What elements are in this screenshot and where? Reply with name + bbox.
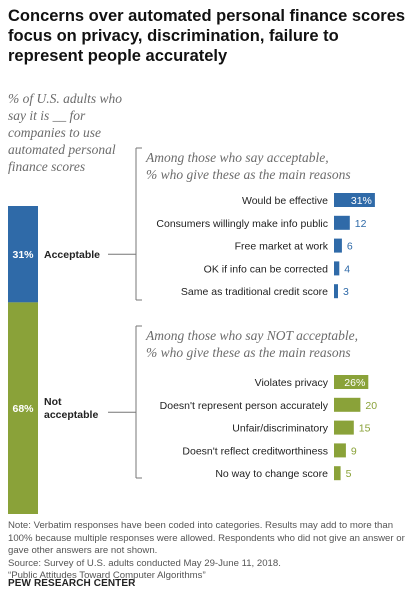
- chart-subtitle: % of U.S. adults who say it is __ for co…: [8, 91, 123, 174]
- bar: [334, 466, 341, 481]
- source-text: Source: Survey of U.S. adults conducted …: [8, 557, 281, 569]
- bar-category-label: No way to change score: [215, 468, 328, 480]
- bar-category-label: Same as traditional credit score: [181, 286, 328, 298]
- bar-value-label: 20: [365, 400, 377, 412]
- bar: [334, 397, 361, 412]
- bar-value-label: 6: [347, 241, 353, 253]
- bar-value-label: 12: [355, 218, 367, 230]
- stack-category-label: Acceptable: [44, 249, 100, 261]
- bar-category-label: Would be effective: [242, 195, 328, 207]
- bar-category-label: OK if info can be corrected: [204, 263, 328, 275]
- group-title: Among those who say acceptable,: [145, 150, 329, 165]
- group-title: % who give these as the main reasons: [146, 167, 351, 182]
- chart-notes: Note: Verbatim responses have been coded…: [8, 520, 413, 583]
- bar-value-label: 4: [344, 263, 350, 275]
- bar: [334, 238, 342, 253]
- bar-value-label: 3: [343, 286, 349, 298]
- group-title: Among those who say NOT acceptable,: [145, 328, 358, 343]
- bar-category-label: Violates privacy: [255, 377, 329, 389]
- bar-value-label: 5: [346, 468, 352, 480]
- bar: [334, 420, 354, 435]
- bar: [334, 215, 350, 230]
- bar: [334, 375, 369, 389]
- bar-value-label: 9: [351, 445, 357, 457]
- bar-value-label: 26%: [344, 377, 365, 389]
- source-org: PEW RESEARCH CENTER: [8, 578, 136, 589]
- bar-category-label: Free market at work: [235, 241, 329, 253]
- stack-value-label: 68%: [12, 403, 34, 415]
- chart-title: Concerns over automated personal finance…: [8, 7, 406, 65]
- stack-segment-1: [8, 206, 38, 303]
- stack-segment-2: [8, 302, 38, 514]
- bar-value-label: 31%: [351, 195, 372, 207]
- bar-category-label: Consumers willingly make info public: [156, 218, 328, 230]
- bar: [334, 443, 346, 458]
- stack-value-label: 31%: [12, 249, 34, 261]
- bar-category-label: Doesn't represent person accurately: [160, 400, 329, 412]
- stack-category-label-line: acceptable: [44, 409, 98, 421]
- bar-value-label: 15: [359, 423, 371, 435]
- group-title: % who give these as the main reasons: [146, 345, 351, 360]
- bar: [334, 284, 338, 299]
- report-title: “Public Attitudes Toward Computer Algori…: [8, 570, 206, 581]
- bar: [334, 261, 340, 276]
- bar: [334, 193, 375, 207]
- bar-category-label: Unfair/discriminatory: [232, 423, 328, 435]
- note-text: Note: Verbatim responses have been coded…: [8, 520, 405, 556]
- bar-category-label: Doesn't reflect creditworthiness: [182, 445, 328, 457]
- stack-category-label-line: Not: [44, 396, 62, 408]
- stack-category-label: Not acceptable: [44, 396, 98, 421]
